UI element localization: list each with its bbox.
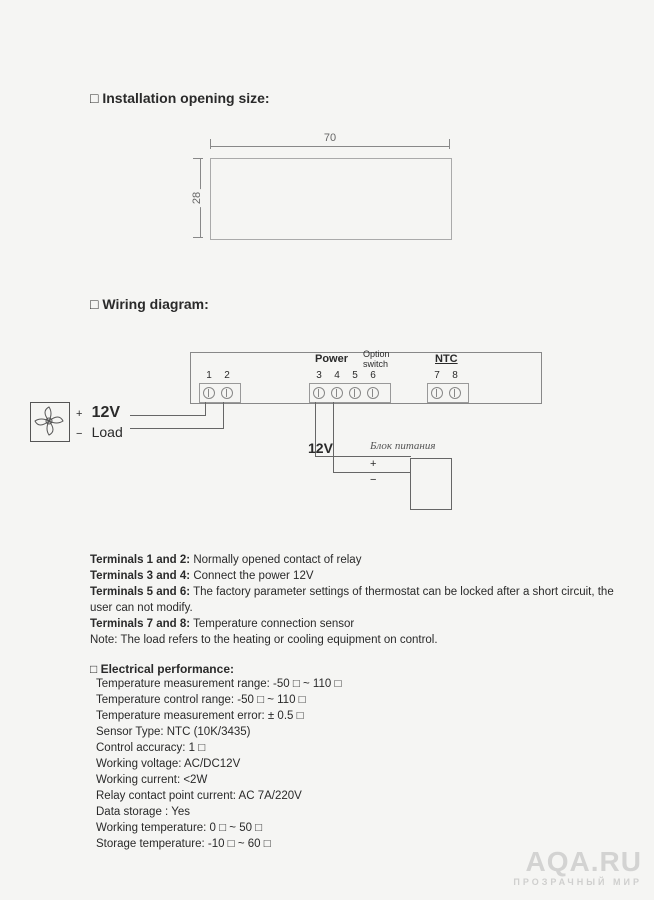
elec-specs-list: Temperature measurement range: -50 □ ~ 1… [96,676,624,852]
document-page: Installation opening size: 70 28 Wiring … [0,0,654,882]
power-label: Power [315,353,348,365]
load-labels: + 12V − Load [76,404,123,443]
elec-title: Electrical performance: [90,662,624,676]
dim-height-label: 28 [191,189,203,207]
wiring-diagram: Power Option switch NTC 12 3456 78 [90,342,624,532]
terminal-note: Note: The load refers to the heating or … [90,632,624,648]
option-switch-label: Option switch [363,349,390,369]
terminal-group-power-option: 3456 [309,383,391,403]
dim-width-label: 70 [320,132,340,144]
terminal-group-relay: 12 [199,383,241,403]
opening-rect [210,158,452,240]
psu-voltage-label: 12V [308,440,333,456]
psu-box [410,458,452,510]
dimension-height: 28 [190,158,208,238]
terminal-descriptions: Terminals 1 and 2: Normally opened conta… [90,552,624,648]
fan-icon [30,402,70,442]
electrical-performance: Electrical performance: Temperature meas… [90,662,624,852]
opening-diagram: 70 28 [190,136,470,256]
psu-handwritten-note: Блок питания [370,440,435,452]
install-title: Installation opening size: [90,90,624,106]
ntc-label: NTC [435,353,458,365]
watermark: AQA.RU ПРОЗРАЧНЫЙ МИР [513,852,642,892]
terminal-group-ntc: 78 [427,383,469,403]
dimension-width: 70 [210,136,450,154]
wiring-title: Wiring diagram: [90,296,624,312]
terminal-box: Power Option switch NTC 12 3456 78 [190,352,542,404]
